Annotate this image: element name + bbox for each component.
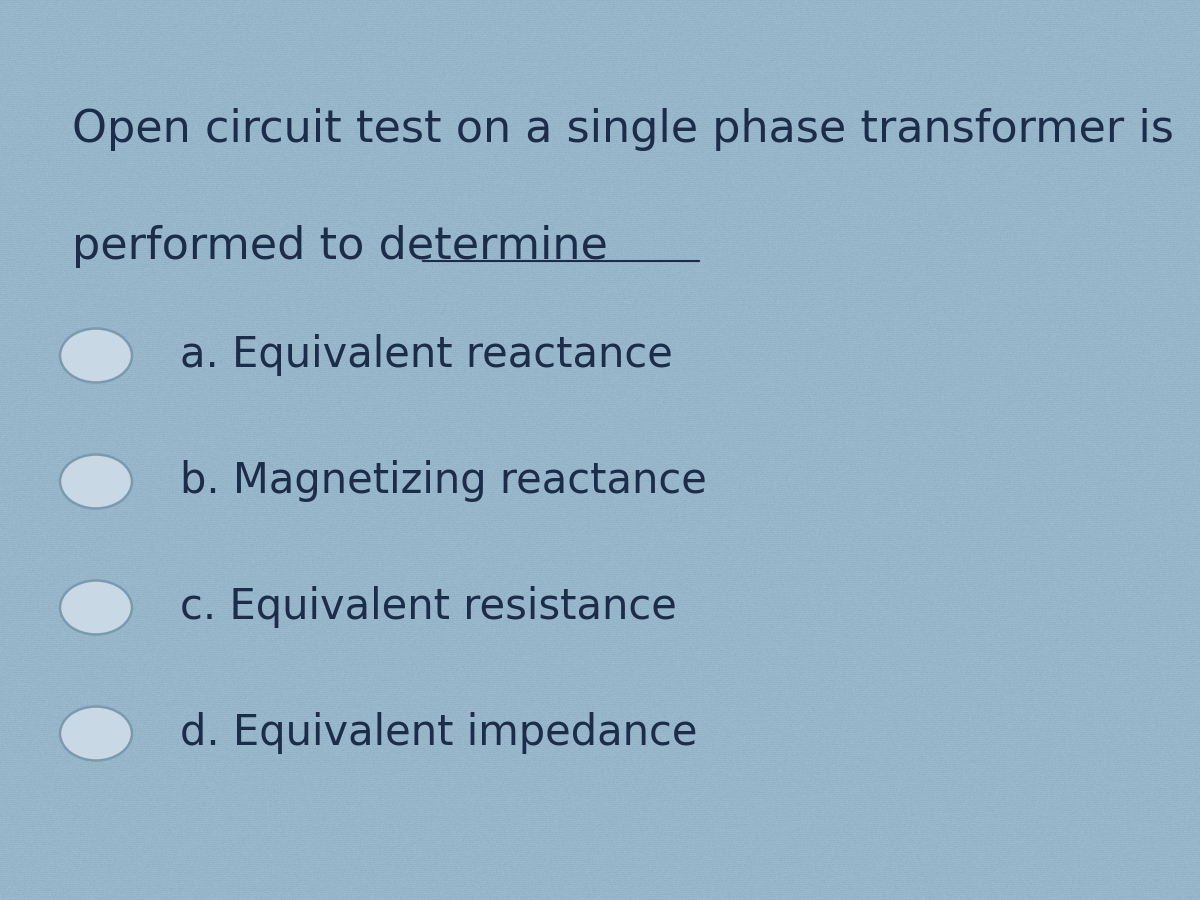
Circle shape (60, 328, 132, 382)
Circle shape (60, 580, 132, 634)
Text: c. Equivalent resistance: c. Equivalent resistance (180, 587, 677, 628)
Text: Open circuit test on a single phase transformer is: Open circuit test on a single phase tran… (72, 108, 1174, 151)
Circle shape (60, 706, 132, 760)
Text: b. Magnetizing reactance: b. Magnetizing reactance (180, 461, 707, 502)
Text: d. Equivalent impedance: d. Equivalent impedance (180, 713, 697, 754)
Circle shape (60, 454, 132, 508)
Text: a. Equivalent reactance: a. Equivalent reactance (180, 335, 673, 376)
Text: performed to determine: performed to determine (72, 225, 805, 268)
